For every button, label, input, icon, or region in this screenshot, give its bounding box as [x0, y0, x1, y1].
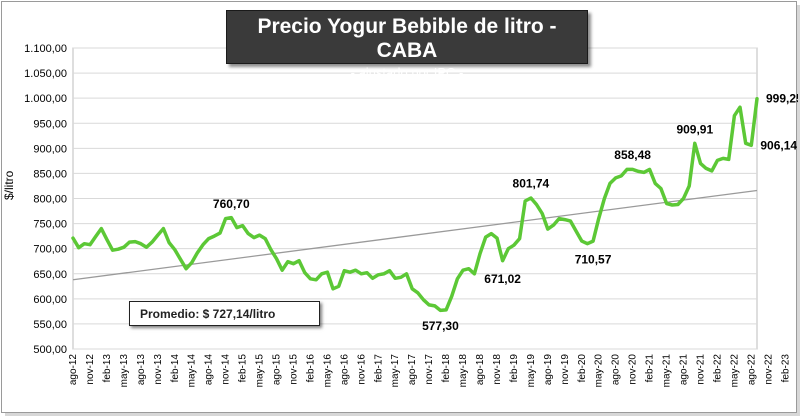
y-axis-label: $/litro [2, 170, 16, 200]
title-box: Precio Yogur Bebible de litro - CABA - a… [226, 10, 588, 80]
x-tick-label: may-18 [458, 354, 469, 388]
x-tick-label: ago-14 [204, 354, 215, 386]
x-tick-label: ago-12 [68, 354, 79, 386]
x-tick-label: nov-15 [288, 354, 299, 385]
x-tick-label: ago-22 [746, 354, 757, 386]
x-tick-label: ago-20 [611, 354, 622, 386]
x-tick-label: may-19 [526, 354, 537, 388]
x-tick-label: nov-18 [492, 354, 503, 385]
x-tick-label: nov-12 [85, 354, 96, 385]
x-tick-label: nov-19 [560, 354, 571, 385]
x-tick-label: nov-21 [695, 354, 706, 385]
x-tick-label: may-22 [729, 354, 740, 388]
y-tick-label: 1.000,00 [24, 93, 67, 105]
y-tick-label: 1.050,00 [24, 68, 67, 80]
x-tick-label: ago-13 [136, 354, 147, 386]
price-line [71, 96, 759, 313]
x-tick-label: feb-20 [577, 354, 588, 383]
trend-line-path [72, 189, 758, 281]
y-tick-labels: 500,00 550,00 600,00 650,00 700,00 750,00 800,… [24, 43, 67, 356]
x-tick-label: nov-13 [153, 354, 164, 385]
x-tick-label: may-15 [255, 354, 266, 388]
x-tick-label: may-17 [390, 354, 401, 388]
y-tick-label: 1.100,00 [24, 43, 67, 55]
x-tick-labels: ago-12 nov-12 feb-13 may-13 ago-13 nov-13 feb-… [68, 354, 800, 388]
data-label: 577,30 [422, 319, 459, 333]
x-tick-label: may-21 [662, 354, 673, 388]
y-tick-label: 550,00 [33, 319, 67, 331]
x-tick-label: nov-17 [424, 354, 435, 385]
x-tick-label: ago-15 [272, 354, 283, 386]
x-tick-label: ago-17 [407, 354, 418, 386]
data-label: 906,14 [760, 138, 797, 152]
x-tick-label: ago-18 [475, 354, 486, 386]
x-tick-label: feb-15 [238, 354, 249, 383]
chart-subtitle: - ajustado por IPC - [350, 65, 464, 80]
x-tick-label: ago-19 [543, 354, 554, 386]
data-labels: 760,70 577,30 671,02 801,74 710,57 858,48 909,… [213, 92, 800, 334]
x-tick-label: may-23 [797, 354, 798, 388]
data-label: 710,57 [575, 252, 612, 266]
x-tick-label: may-13 [119, 354, 130, 388]
data-label: 858,48 [614, 148, 651, 162]
x-tick-label: nov-14 [221, 354, 232, 385]
x-tick-label: feb-21 [645, 354, 656, 383]
x-tick-label: feb-22 [712, 354, 723, 383]
x-tick-label: feb-19 [509, 354, 520, 383]
y-tick-label: 950,00 [33, 118, 67, 130]
x-tick-label: feb-16 [305, 354, 316, 383]
y-tick-label: 900,00 [33, 143, 67, 155]
x-tick-label: feb-14 [170, 354, 181, 383]
y-tick-label: 700,00 [33, 244, 67, 256]
x-tick-label: may-16 [322, 354, 333, 388]
x-tick-label: feb-13 [102, 354, 113, 383]
line-chart: 500,00 550,00 600,00 650,00 700,00 750,00 800,… [24, 43, 800, 388]
y-tick-label: 750,00 [33, 219, 67, 231]
data-label: 760,70 [213, 197, 250, 211]
price-series [71, 96, 759, 313]
trend-line [72, 189, 758, 281]
x-tick-label: feb-17 [373, 354, 384, 383]
chart-title: Precio Yogur Bebible de litro - CABA [257, 15, 557, 62]
data-label: 671,02 [484, 272, 521, 286]
x-tick-label: nov-22 [763, 354, 774, 385]
y-tick-label: 800,00 [33, 194, 67, 206]
x-tick-label: nov-20 [628, 354, 639, 385]
y-tick-label: 650,00 [33, 269, 67, 281]
x-tick-label: may-14 [187, 354, 198, 388]
y-tick-label: 500,00 [33, 344, 67, 356]
x-tick-label: may-20 [594, 354, 605, 388]
x-tick-label: feb-23 [780, 354, 791, 383]
y-tick-label: 600,00 [33, 294, 67, 306]
data-label: 909,91 [676, 122, 713, 136]
data-label: 999,25 [766, 92, 798, 106]
y-tick-label: 850,00 [33, 168, 67, 180]
average-box: Promedio: $ 727,14/litro [129, 301, 320, 326]
x-tick-label: ago-16 [339, 354, 350, 386]
x-tick-label: nov-16 [356, 354, 367, 385]
data-label: 801,74 [513, 177, 550, 191]
x-tick-label: feb-18 [441, 354, 452, 383]
x-tick-label: ago-21 [679, 354, 690, 386]
